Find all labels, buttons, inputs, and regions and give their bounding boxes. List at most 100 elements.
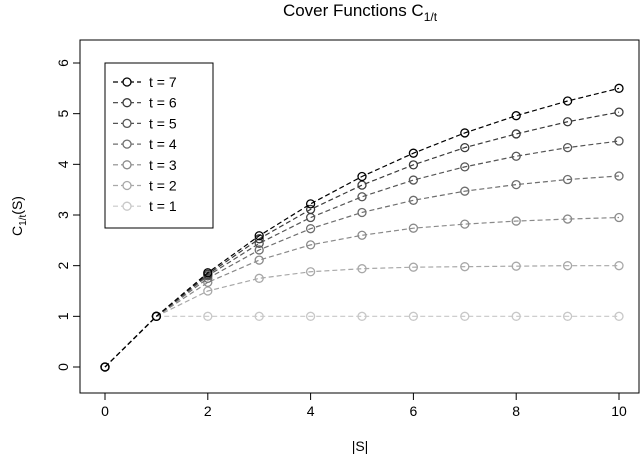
data-point	[254, 273, 264, 283]
series-line	[104, 175, 620, 368]
title-sub: 1/t	[424, 10, 438, 24]
data-point	[562, 174, 573, 185]
y-tick-label: 0	[55, 363, 71, 371]
data-point	[408, 175, 419, 185]
legend-marker	[122, 139, 132, 149]
data-point	[614, 107, 624, 117]
data-point	[460, 186, 470, 196]
data-point	[511, 129, 521, 139]
data-point	[408, 223, 419, 233]
data-point	[408, 160, 419, 170]
data-point	[408, 148, 419, 158]
data-point	[357, 192, 367, 202]
data-point	[511, 151, 521, 161]
data-point	[460, 262, 470, 272]
data-point	[562, 214, 573, 224]
data-point	[254, 311, 264, 321]
legend-label: t = 7	[149, 74, 177, 90]
data-point	[614, 171, 624, 181]
data-point	[614, 261, 624, 271]
y-tick-label: 4	[55, 160, 71, 168]
legend-label: t = 5	[149, 115, 177, 131]
data-point	[305, 311, 316, 321]
data-point	[357, 180, 367, 190]
data-point	[203, 311, 213, 321]
legend-marker	[122, 201, 132, 211]
data-point	[305, 199, 316, 209]
data-point	[357, 207, 367, 218]
data-point	[254, 231, 264, 241]
series-line	[104, 315, 619, 368]
title-main: Cover Functions C	[283, 1, 424, 20]
ylabel-main: C	[9, 226, 25, 236]
x-tick-label: 8	[512, 403, 520, 419]
data-point	[460, 162, 470, 172]
legend-marker	[122, 160, 132, 170]
chart-title: Cover Functions C1/t	[283, 1, 438, 24]
data-point	[357, 171, 367, 182]
legend-label: t = 2	[149, 178, 177, 194]
data-point	[254, 245, 264, 255]
data-point	[511, 111, 521, 121]
y-tick-label: 6	[55, 59, 71, 67]
x-tick-label: 0	[101, 403, 109, 419]
data-point	[357, 230, 367, 240]
data-point	[203, 268, 213, 278]
data-point	[562, 117, 573, 127]
data-point	[254, 255, 264, 265]
data-point	[357, 311, 367, 321]
data-point	[460, 311, 470, 321]
data-point	[511, 311, 521, 321]
legend-marker	[122, 98, 132, 108]
series-line	[104, 111, 620, 368]
legend-marker	[122, 180, 132, 191]
data-point	[614, 136, 624, 146]
series-line	[104, 265, 619, 368]
y-tick-label: 5	[55, 110, 71, 118]
series-line	[104, 140, 620, 368]
data-point	[305, 212, 316, 223]
data-point	[408, 262, 419, 272]
data-point	[562, 96, 573, 106]
data-point	[357, 264, 367, 274]
data-point	[562, 142, 573, 153]
data-point	[460, 219, 470, 229]
series-line	[104, 216, 620, 368]
x-tick-label: 2	[204, 403, 212, 419]
data-point	[100, 362, 110, 372]
legend-label: t = 3	[149, 157, 177, 173]
data-point	[460, 142, 470, 153]
data-point	[562, 311, 573, 321]
legend-label: t = 1	[149, 198, 177, 214]
series-line	[104, 87, 620, 368]
data-point	[408, 195, 419, 205]
y-tick-label: 2	[55, 262, 71, 270]
legend-label: t = 4	[149, 136, 177, 152]
x-tick-label: 6	[410, 403, 418, 419]
data-point	[511, 179, 521, 190]
data-point	[305, 224, 316, 234]
ylabel-rest: (S)	[9, 196, 25, 215]
y-axis-label: C1/t(S)	[9, 196, 29, 236]
data-point	[614, 83, 624, 93]
legend-label: t = 6	[149, 95, 177, 111]
y-tick-label: 3	[55, 211, 71, 219]
data-point	[151, 311, 162, 321]
data-point	[614, 311, 624, 321]
plot-box	[79, 39, 640, 394]
y-tick-label: 1	[55, 312, 71, 320]
data-point	[614, 212, 624, 223]
data-point	[305, 240, 316, 250]
x-axis-label: |S|	[352, 438, 369, 454]
data-point	[562, 261, 573, 271]
legend-marker	[122, 118, 132, 129]
data-point	[305, 267, 316, 277]
x-tick-label: 10	[611, 403, 627, 419]
ylabel-sub: 1/t	[18, 214, 29, 225]
x-tick-label: 4	[307, 403, 315, 419]
data-point	[305, 204, 316, 215]
data-point	[511, 261, 521, 271]
data-point	[460, 128, 470, 138]
data-point	[408, 311, 419, 321]
